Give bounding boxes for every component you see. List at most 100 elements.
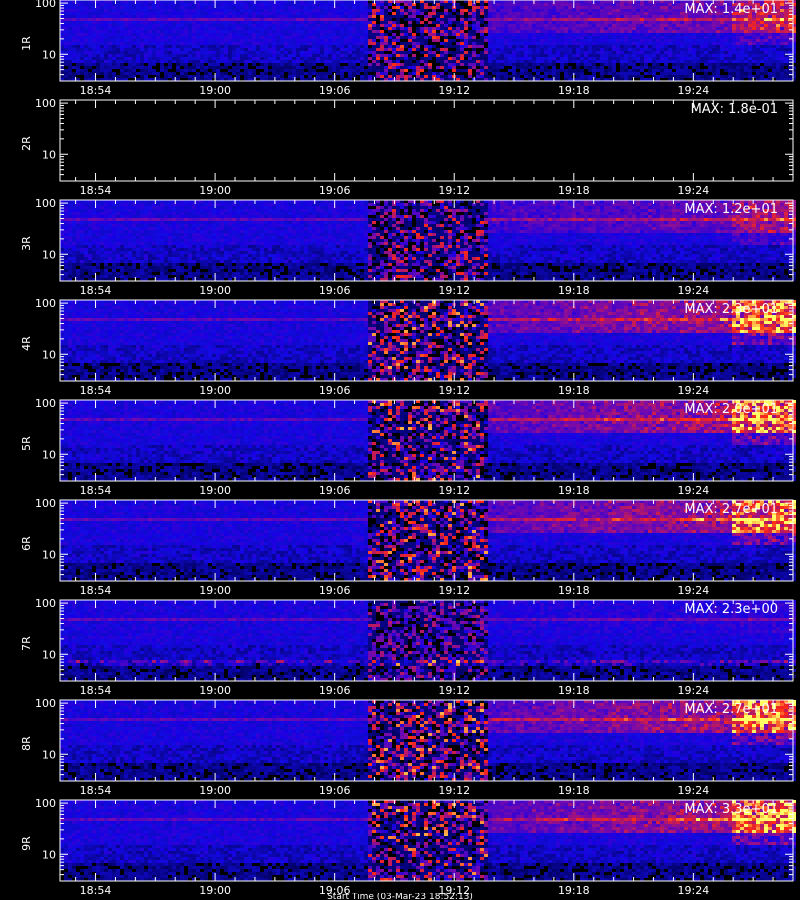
heat-cell [544, 54, 548, 57]
heat-cell [84, 45, 88, 48]
heat-cell [548, 36, 552, 39]
heat-cell [372, 51, 376, 54]
heat-cell [196, 36, 200, 39]
heat-cell [500, 60, 504, 63]
heat-cell [68, 242, 72, 245]
heat-cell [756, 60, 760, 63]
heat-cell [68, 33, 72, 36]
heat-cell [604, 48, 608, 51]
heat-cell [560, 60, 564, 63]
heat-cell [140, 66, 144, 69]
heat-cell [468, 66, 472, 69]
heat-cell [508, 51, 512, 54]
heat-cell [312, 57, 316, 60]
heat-cell [436, 36, 440, 39]
heat-cell [648, 51, 652, 54]
heat-cell [712, 72, 716, 75]
heat-cell [528, 30, 532, 33]
heat-cell [384, 66, 388, 69]
heat-cell [596, 27, 600, 30]
heat-cell [64, 245, 68, 248]
heat-cell [252, 42, 256, 45]
heat-cell [256, 57, 260, 60]
heat-cell [524, 27, 528, 30]
heat-cell [204, 24, 208, 27]
heat-cell [172, 36, 176, 39]
heat-cell [244, 18, 248, 21]
heat-cell [668, 9, 672, 12]
heat-cell [748, 30, 752, 33]
heat-cell [212, 42, 216, 45]
heat-cell [84, 27, 88, 30]
heat-cell [488, 42, 492, 45]
heat-cell [432, 39, 436, 42]
heat-cell [468, 12, 472, 15]
heat-cell [312, 3, 316, 6]
heat-cell [740, 18, 744, 21]
heat-cell [772, 54, 776, 57]
heat-cell [168, 66, 172, 69]
heat-cell [160, 27, 164, 30]
heat-cell [420, 69, 424, 72]
heat-cell [104, 36, 108, 39]
heat-cell [552, 30, 556, 33]
heat-cell [728, 18, 732, 21]
heat-cell [76, 30, 80, 33]
heat-cell [416, 75, 420, 78]
heat-cell [424, 45, 428, 48]
heat-cell [60, 239, 64, 242]
heat-cell [436, 75, 440, 78]
heat-cell [156, 75, 160, 78]
heat-cell [448, 27, 452, 30]
heat-cell [160, 9, 164, 12]
heat-cell [188, 12, 192, 15]
heat-cell [656, 21, 660, 24]
heat-cell [560, 6, 564, 9]
heat-cell [508, 54, 512, 57]
heat-cell [232, 9, 236, 12]
heat-cell [316, 15, 320, 18]
heat-cell [372, 27, 376, 30]
heat-cell [656, 75, 660, 78]
heat-cell [404, 30, 408, 33]
heat-cell [196, 48, 200, 51]
heat-cell [224, 42, 228, 45]
heat-cell [784, 18, 788, 21]
heat-cell [88, 18, 92, 21]
heat-cell [200, 66, 204, 69]
heat-cell [280, 6, 284, 9]
heat-cell [516, 15, 520, 18]
heat-cell [420, 12, 424, 15]
heat-cell [348, 66, 352, 69]
heat-cell [384, 69, 388, 72]
heat-cell [248, 42, 252, 45]
heat-cell [248, 24, 252, 27]
heat-cell [72, 206, 76, 209]
heat-cell [748, 36, 752, 39]
heat-cell [272, 33, 276, 36]
heat-cell [528, 12, 532, 15]
heat-cell [424, 51, 428, 54]
heat-cell [308, 27, 312, 30]
heat-cell [312, 9, 316, 12]
heat-cell [436, 72, 440, 75]
heat-cell [312, 69, 316, 72]
heat-cell [80, 57, 84, 60]
heat-cell [720, 36, 724, 39]
heat-cell [64, 236, 68, 239]
heat-cell [168, 51, 172, 54]
heat-cell [104, 39, 108, 42]
heat-cell [440, 30, 444, 33]
heat-cell [428, 57, 432, 60]
heat-cell [252, 9, 256, 12]
heat-cell [768, 48, 772, 51]
heat-cell [156, 36, 160, 39]
heat-cell [472, 33, 476, 36]
heat-cell [608, 48, 612, 51]
heat-cell [120, 30, 124, 33]
heat-cell [396, 18, 400, 21]
heat-cell [772, 42, 776, 45]
heat-cell [72, 54, 76, 57]
heat-cell [656, 63, 660, 66]
heat-cell [488, 54, 492, 57]
